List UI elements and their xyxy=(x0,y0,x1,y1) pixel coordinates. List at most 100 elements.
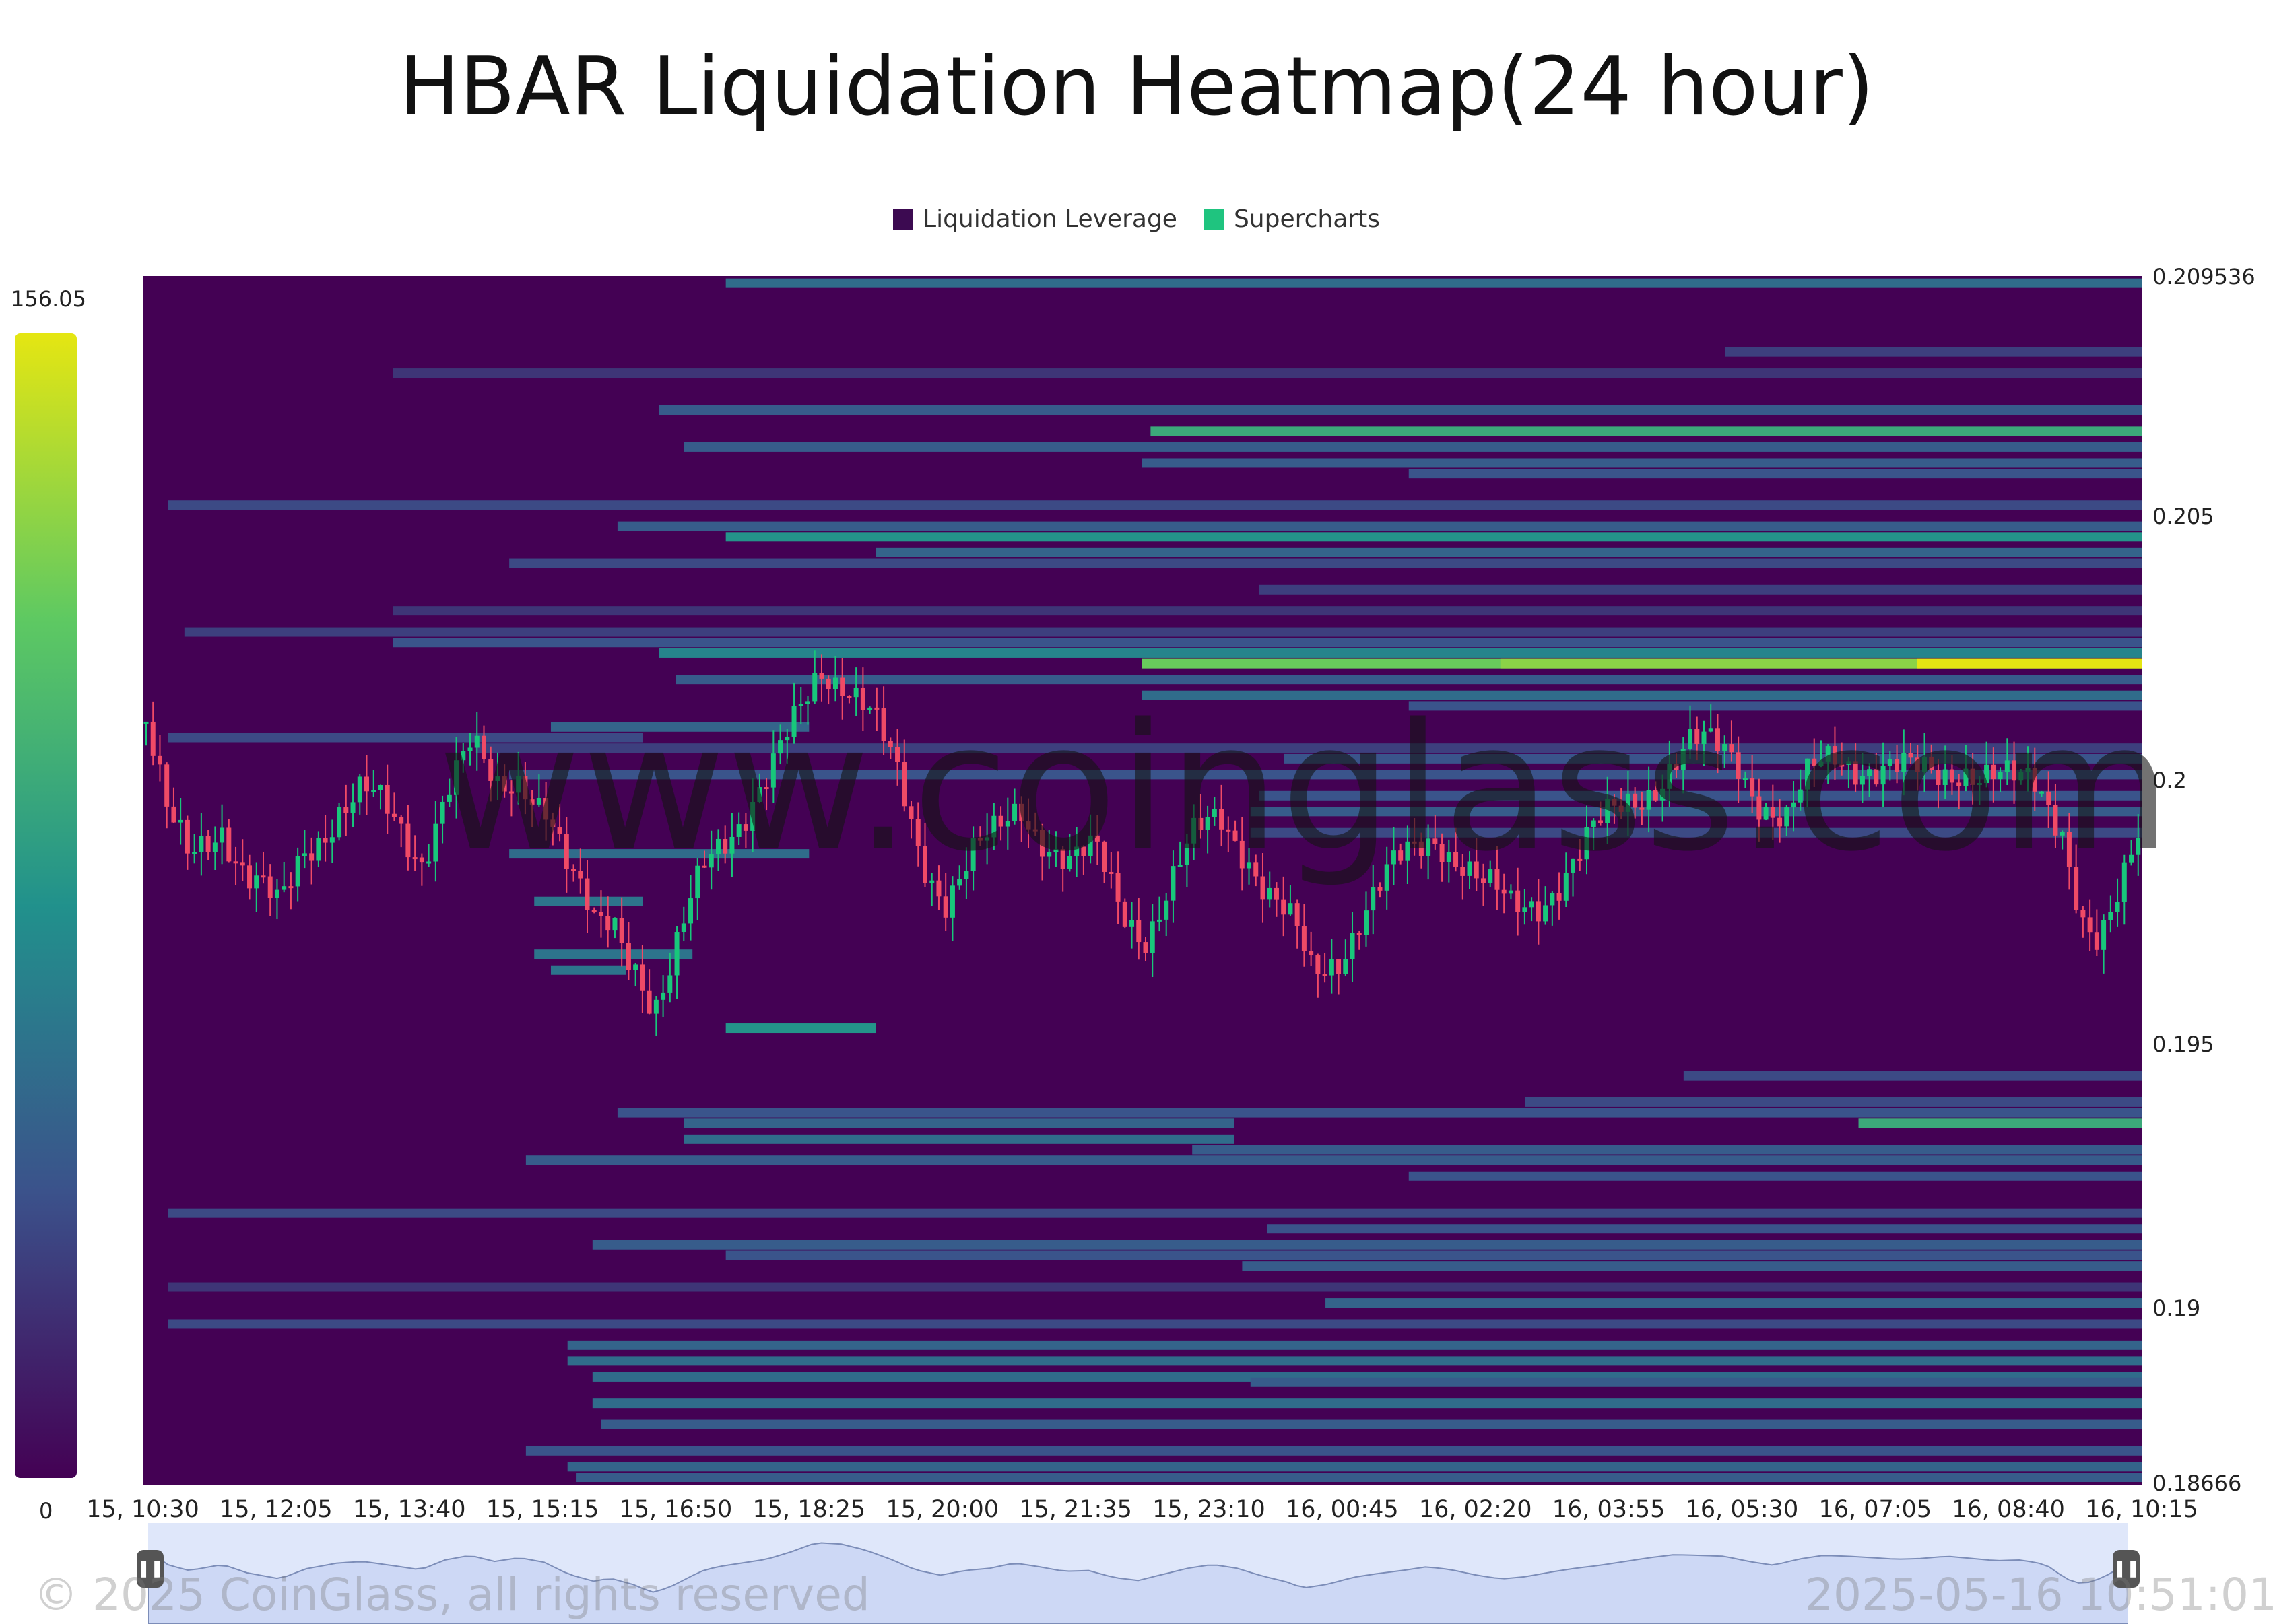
liquidation-band xyxy=(1684,1071,2142,1081)
candle-body xyxy=(675,932,680,975)
candle-body xyxy=(1198,818,1203,830)
candle-body xyxy=(1226,830,1230,832)
x-tick-label: 15, 10:30 xyxy=(86,1496,199,1523)
liquidation-band xyxy=(684,1118,1234,1128)
y-tick-label: 0.209536 xyxy=(2152,264,2255,290)
candle-body xyxy=(1833,746,1837,764)
candle-body xyxy=(1136,920,1141,942)
candle-body xyxy=(785,737,789,740)
candle-body xyxy=(1494,869,1499,890)
candle-body xyxy=(1798,790,1803,803)
liquidation-band xyxy=(726,532,2142,541)
liquidation-band xyxy=(1267,1224,2142,1233)
candle-body xyxy=(1164,901,1168,920)
candle-body xyxy=(923,846,927,883)
candle-body xyxy=(895,747,900,762)
candle-body xyxy=(1647,790,1651,809)
liquidation-band xyxy=(1325,1298,2142,1308)
liquidation-band xyxy=(1859,1118,2142,1128)
liquidation-band xyxy=(185,628,2142,637)
candle-body xyxy=(882,708,886,741)
candle-body xyxy=(647,991,652,1014)
candle-body xyxy=(1302,926,1307,951)
candle-body xyxy=(1026,821,1031,830)
candle-body xyxy=(1336,959,1341,974)
candle-body xyxy=(1426,838,1430,856)
candle-body xyxy=(254,875,259,888)
candle-body xyxy=(405,824,410,858)
liquidation-band xyxy=(726,1250,2142,1260)
y-tick-label: 0.195 xyxy=(2152,1031,2214,1057)
liquidation-band xyxy=(551,966,626,975)
x-tick-label: 16, 10:15 xyxy=(2085,1496,2198,1523)
candle-body xyxy=(261,875,265,877)
candle-body xyxy=(558,827,562,834)
candle-body xyxy=(358,776,362,802)
liquidation-band xyxy=(509,849,809,858)
candle-body xyxy=(764,787,769,789)
liquidation-band xyxy=(684,442,2142,452)
liquidation-band xyxy=(1251,828,2142,838)
candle-body xyxy=(1977,783,1982,785)
candle-body xyxy=(1777,818,1782,827)
candle-body xyxy=(2005,760,2010,772)
candle-body xyxy=(475,736,480,748)
candle-body xyxy=(226,827,231,861)
candle-body xyxy=(654,1000,659,1014)
liquidation-band xyxy=(568,1341,2142,1350)
candle-body xyxy=(1419,842,1424,856)
candle-body xyxy=(1178,865,1183,867)
candle-body xyxy=(944,896,948,918)
candle-body xyxy=(2095,932,2099,950)
candle-body xyxy=(2046,792,2051,805)
candle-body xyxy=(1936,770,1940,785)
x-tick-label: 16, 08:40 xyxy=(1952,1496,2065,1523)
candle-body xyxy=(1315,955,1320,974)
candle-body xyxy=(1963,769,1968,786)
candle-body xyxy=(420,857,424,862)
candle-body xyxy=(537,798,541,805)
candle-body xyxy=(296,856,300,887)
candle-body xyxy=(543,798,548,819)
candle-body xyxy=(2026,768,2031,772)
candle-body xyxy=(164,764,169,807)
candle-body xyxy=(330,837,335,842)
candle-body xyxy=(523,776,527,799)
candle-body xyxy=(633,964,638,970)
candle-body xyxy=(1626,794,1630,812)
candle-body xyxy=(1171,866,1175,901)
liquidation-band xyxy=(1409,469,2142,478)
candle-body xyxy=(592,910,597,912)
liquidation-band xyxy=(1242,1261,2142,1271)
candle-body xyxy=(571,869,576,871)
candle-body xyxy=(957,879,962,885)
candle-body xyxy=(1364,910,1369,935)
candle-body xyxy=(1212,809,1217,817)
candle-body xyxy=(916,819,921,846)
candle-body xyxy=(2033,768,2037,792)
candle-body xyxy=(2012,760,2016,780)
candle-body xyxy=(1267,888,1272,899)
liquidation-band xyxy=(1725,347,2142,357)
candle-body xyxy=(1991,765,1996,779)
candle-body xyxy=(2129,855,2134,863)
candle-body xyxy=(867,708,872,710)
candle-body xyxy=(599,912,603,916)
liquidation-band xyxy=(1192,1145,2142,1155)
candle-body xyxy=(1839,764,1844,766)
candle-body xyxy=(1233,831,1238,841)
candle-body xyxy=(1571,859,1575,873)
y-tick-label: 0.19 xyxy=(2152,1295,2200,1321)
liquidation-band xyxy=(1259,585,2142,595)
candle-body xyxy=(1915,757,1920,772)
candle-body xyxy=(861,688,865,710)
candle-body xyxy=(1260,877,1265,900)
candle-body xyxy=(1909,753,1913,758)
candle-body xyxy=(819,673,824,679)
candle-body xyxy=(385,785,390,814)
candle-body xyxy=(840,678,845,696)
liquidation-band xyxy=(576,1473,2142,1482)
candle-body xyxy=(1295,903,1300,926)
candle-body xyxy=(585,879,590,910)
